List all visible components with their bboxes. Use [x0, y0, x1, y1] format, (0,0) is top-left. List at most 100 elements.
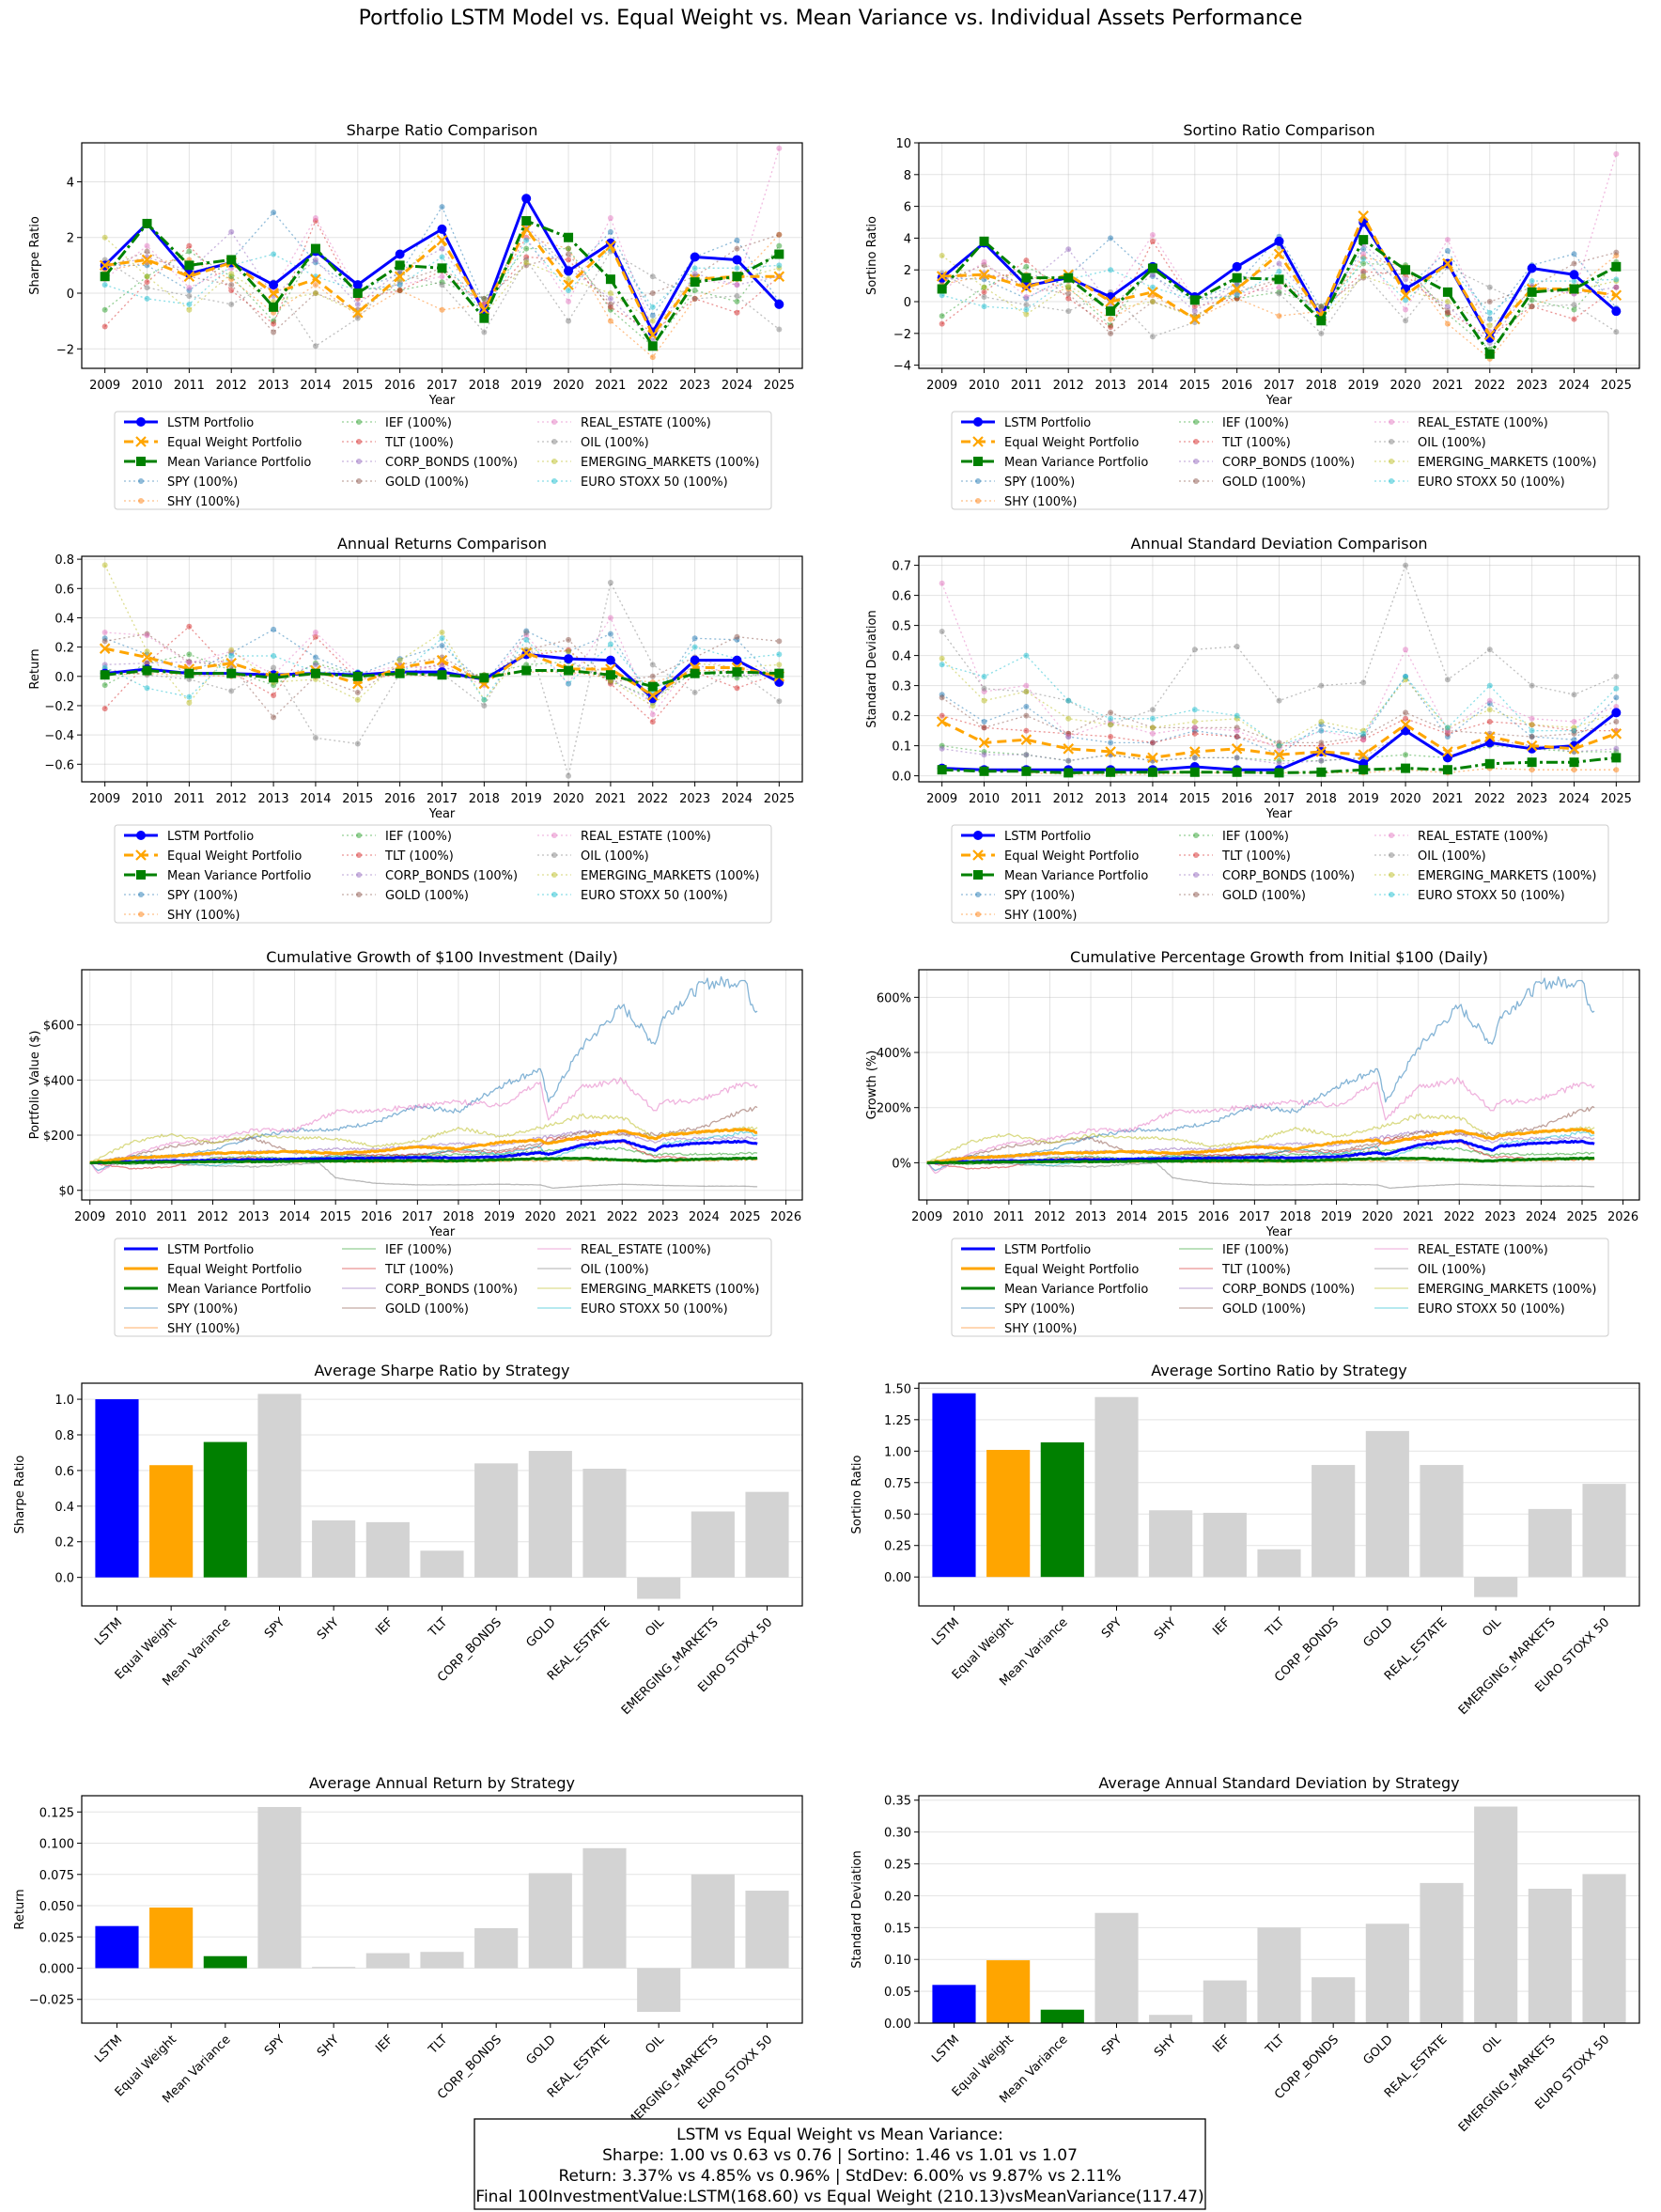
- data-point: [271, 714, 277, 721]
- x-tick-label: 2013: [258, 792, 289, 806]
- y-tick-label: $200: [43, 1129, 74, 1144]
- axes-frame: [918, 1382, 1640, 1607]
- data-point: [1065, 697, 1072, 704]
- x-axis-label: Year: [1265, 807, 1293, 821]
- legend-label: IEF (100%): [385, 1243, 452, 1257]
- y-axis-label: Standard Deviation: [850, 1850, 864, 1968]
- category-label: IEF: [373, 2033, 396, 2055]
- legend-label: SPY (100%): [167, 475, 238, 490]
- chart-title: Sortino Ratio Comparison: [1183, 121, 1374, 139]
- data-point: [439, 204, 445, 210]
- y-tick-label: 0.050: [39, 1900, 74, 1914]
- data-point: [607, 641, 613, 647]
- data-point: [1273, 749, 1285, 760]
- data-point: [776, 662, 783, 668]
- bar-euro-stoxx-50: [745, 1891, 789, 1969]
- series-real-estate: [89, 1077, 758, 1175]
- data-point: [1400, 719, 1411, 730]
- legend-marker: [138, 911, 144, 917]
- data-point: [354, 696, 361, 703]
- data-point: [1360, 246, 1367, 253]
- category-label: EMERGING_MARKETS: [1456, 1615, 1559, 1718]
- data-point: [649, 312, 656, 319]
- x-tick-label: 2024: [1559, 379, 1590, 393]
- x-tick-label: 2009: [926, 792, 957, 806]
- legend-item: SPY (100%): [124, 475, 238, 490]
- y-tick-label: 0.0: [54, 671, 74, 685]
- legend-label: Mean Variance Portfolio: [1004, 869, 1148, 883]
- data-point: [937, 273, 947, 283]
- data-point: [520, 647, 532, 659]
- data-point: [186, 699, 193, 706]
- data-point: [981, 288, 987, 295]
- data-point: [1444, 237, 1451, 243]
- y-axis-label: Sortino Ratio: [850, 1455, 864, 1534]
- x-tick-label: 2010: [116, 1210, 147, 1224]
- y-tick-label: 0.00: [884, 1571, 911, 1585]
- data-point: [269, 302, 279, 312]
- data-point: [939, 745, 945, 752]
- x-tick-label: 2015: [1179, 379, 1210, 393]
- data-point: [1611, 261, 1622, 272]
- data-point: [1613, 276, 1620, 283]
- bar-corp-bonds: [1312, 1977, 1356, 2023]
- x-tick-label: 2022: [637, 792, 668, 806]
- data-point: [1527, 287, 1537, 297]
- y-tick-label: 0.4: [892, 650, 911, 664]
- data-point: [99, 259, 111, 272]
- data-point: [186, 623, 193, 630]
- data-point: [1023, 689, 1030, 694]
- series-oil: [926, 1161, 1595, 1190]
- data-point: [1569, 270, 1579, 280]
- data-point: [1571, 737, 1577, 743]
- bar-ief: [1203, 1980, 1247, 2023]
- data-point: [1613, 674, 1620, 679]
- data-point: [310, 668, 320, 678]
- legend-item: Equal Weight Portfolio: [961, 849, 1139, 864]
- legend-item: GOLD (100%): [1179, 1302, 1306, 1316]
- y-tick-label: 0.50: [884, 1508, 911, 1522]
- legend-item: SHY (100%): [961, 909, 1077, 923]
- data-point: [186, 242, 193, 249]
- data-point: [1360, 256, 1367, 262]
- data-point: [981, 752, 987, 758]
- data-point: [1023, 302, 1030, 308]
- legend-item: SPY (100%): [961, 1302, 1075, 1316]
- x-tick-label: 2022: [1474, 379, 1505, 393]
- series-line: [941, 583, 1617, 750]
- y-tick-label: 0.30: [884, 1827, 911, 1841]
- legend-item: CORP_BONDS (100%): [1179, 1283, 1355, 1297]
- data-point: [271, 693, 277, 699]
- legend-marker: [1389, 459, 1394, 464]
- legend-marker: [1193, 892, 1199, 897]
- legend-item: OIL (100%): [1374, 436, 1486, 450]
- data-point: [186, 693, 193, 700]
- y-tick-label: 0.05: [884, 1986, 911, 2000]
- data-point: [1276, 760, 1282, 767]
- data-point: [1108, 715, 1114, 722]
- axes-frame: [81, 555, 803, 783]
- data-point: [394, 271, 406, 282]
- x-tick-label: 2017: [402, 1210, 433, 1224]
- data-point: [1108, 734, 1114, 740]
- x-tick-label: 2013: [258, 379, 289, 393]
- data-point: [521, 665, 532, 676]
- data-point: [1106, 767, 1116, 777]
- data-point: [939, 629, 945, 634]
- legend-label: OIL (100%): [581, 849, 649, 864]
- category-label: OIL: [643, 2033, 667, 2057]
- legend-label: LSTM Portfolio: [167, 830, 254, 844]
- bar-ief: [365, 1521, 410, 1578]
- data-point: [1568, 743, 1580, 755]
- data-point: [734, 298, 740, 304]
- legend-label: LSTM Portfolio: [167, 416, 254, 430]
- legend-item: Equal Weight Portfolio: [124, 1263, 302, 1277]
- data-point: [1358, 749, 1369, 760]
- legend-item: TLT (100%): [342, 849, 454, 864]
- data-point: [481, 295, 488, 302]
- data-point: [1231, 283, 1243, 295]
- data-point: [649, 711, 656, 718]
- y-tick-label: 0.2: [892, 710, 911, 724]
- y-tick-label: 0: [904, 296, 911, 310]
- data-point: [439, 635, 445, 642]
